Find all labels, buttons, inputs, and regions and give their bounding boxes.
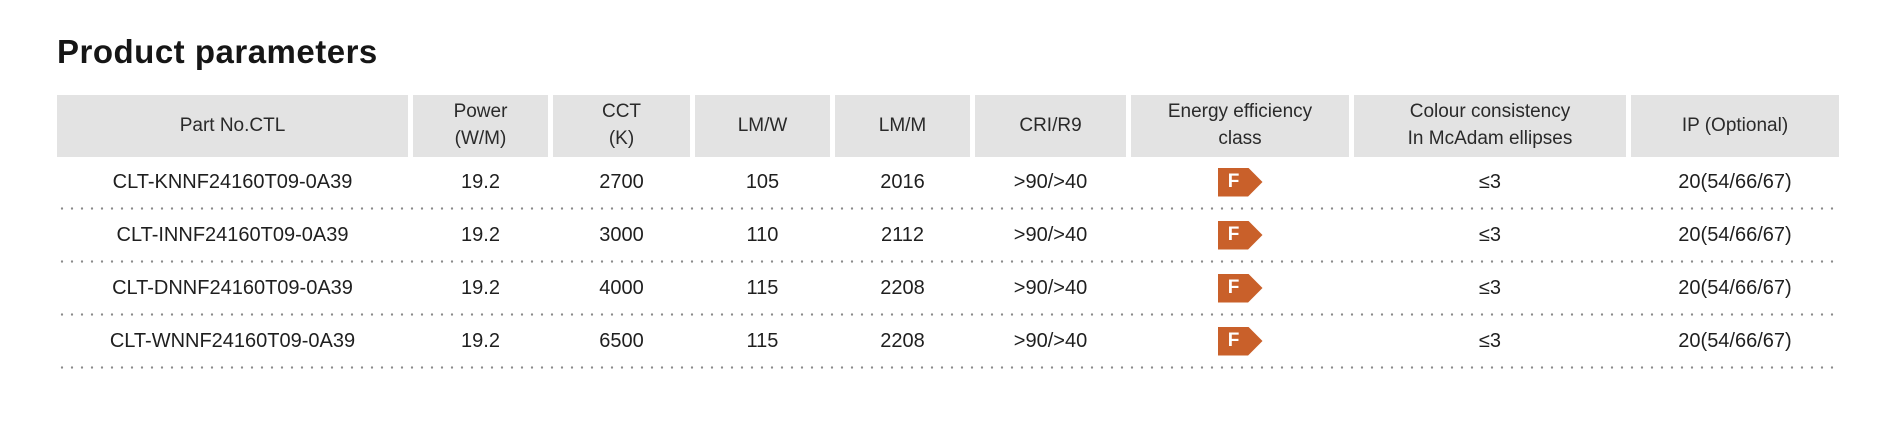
cell-energy-class: F	[1131, 210, 1349, 260]
table-header-row: Part No.CTL Power (W/M) CCT (K) LM/W LM/…	[57, 95, 1839, 157]
column-header-lm-w: LM/W	[695, 95, 830, 157]
cell-ip: 20(54/66/67)	[1678, 276, 1792, 299]
cell-lm-m: 2112	[880, 223, 924, 246]
cell-power: 19.2	[461, 329, 500, 352]
column-header-power: Power (W/M)	[413, 95, 548, 157]
table-row: CLT-INNF24160T09-0A39 19.2 3000 110 2112…	[57, 210, 1839, 260]
cell-lm-w: 115	[746, 329, 779, 352]
column-header-ip: IP (Optional)	[1631, 95, 1839, 157]
row-separator	[57, 260, 1839, 263]
column-header-label: Colour consistency	[1409, 101, 1571, 123]
column-header-energy-class: Energy efficiency class	[1131, 95, 1349, 157]
column-header-label: class	[1218, 128, 1262, 149]
cell-lm-m: 2016	[880, 170, 925, 193]
row-separator	[57, 313, 1839, 316]
cell-energy-class: F	[1131, 316, 1349, 366]
column-header-label: CRI/R9	[1019, 114, 1082, 136]
energy-class-f-badge: F	[1217, 167, 1263, 197]
cell-lm-w: 110	[746, 223, 779, 246]
cell-lm-w: 105	[745, 170, 780, 193]
cell-part-no: CLT-WNNF24160T09-0A39	[109, 329, 356, 352]
column-header-label: Part No.CTL	[179, 114, 286, 136]
cell-part-no: CLT-DNNF24160T09-0A39	[112, 276, 353, 299]
column-header-label: Energy efficiency	[1167, 101, 1313, 123]
cell-ip: 20(54/66/67)	[1678, 223, 1792, 246]
cell-part-no: CLT-KNNF24160T09-0A39	[112, 170, 353, 193]
cell-colour-consistency: ≤3	[1478, 223, 1502, 246]
cell-power: 19.2	[461, 170, 500, 193]
row-separator	[57, 366, 1839, 369]
cell-power: 19.2	[461, 223, 500, 246]
cell-energy-class: F	[1131, 157, 1349, 207]
product-parameters-table: Part No.CTL Power (W/M) CCT (K) LM/W LM/…	[57, 95, 1839, 369]
column-header-cct: CCT (K)	[553, 95, 690, 157]
column-header-label: LM/W	[737, 114, 788, 136]
cell-ip: 20(54/66/67)	[1678, 170, 1792, 193]
energy-class-f-badge: F	[1217, 326, 1263, 356]
table-row: CLT-WNNF24160T09-0A39 19.2 6500 115 2208…	[57, 316, 1839, 366]
page-title: Product parameters	[57, 33, 378, 70]
cell-ip: 20(54/66/67)	[1678, 329, 1792, 352]
table-row: CLT-DNNF24160T09-0A39 19.2 4000 115 2208…	[57, 263, 1839, 313]
cell-lm-w: 115	[746, 276, 779, 299]
column-header-cri-r9: CRI/R9	[975, 95, 1126, 157]
cell-cct: 2700	[599, 170, 644, 193]
cell-cct: 4000	[599, 276, 644, 299]
cell-cri-r9: >90/>40	[1013, 223, 1088, 246]
cell-cri-r9: >90/>40	[1013, 276, 1088, 299]
cell-cri-r9: >90/>40	[1013, 329, 1088, 352]
table-row: CLT-KNNF24160T09-0A39 19.2 2700 105 2016…	[57, 157, 1839, 207]
cell-energy-class: F	[1131, 263, 1349, 313]
cell-power: 19.2	[461, 276, 500, 299]
column-header-part-no: Part No.CTL	[57, 95, 408, 157]
cell-cri-r9: >90/>40	[1013, 170, 1088, 193]
column-header-label: IP (Optional)	[1681, 114, 1789, 136]
cell-lm-m: 2208	[880, 276, 925, 299]
energy-class-f-badge: F	[1217, 220, 1263, 250]
row-separator	[57, 207, 1839, 210]
cell-cct: 3000	[599, 223, 644, 246]
cell-part-no: CLT-INNF24160T09-0A39	[116, 223, 349, 246]
column-header-label: In McAdam ellipses	[1407, 128, 1573, 149]
cell-colour-consistency: ≤3	[1478, 329, 1502, 352]
cell-lm-m: 2208	[880, 329, 925, 352]
cell-cct: 6500	[599, 329, 644, 352]
column-header-label: Power	[453, 101, 508, 123]
column-header-colour-consistency: Colour consistency In McAdam ellipses	[1354, 95, 1626, 157]
column-header-lm-m: LM/M	[835, 95, 970, 157]
cell-colour-consistency: ≤3	[1478, 276, 1502, 299]
column-header-label: (K)	[608, 128, 635, 149]
cell-colour-consistency: ≤3	[1478, 170, 1502, 193]
column-header-label: LM/M	[878, 114, 927, 136]
column-header-label: (W/M)	[454, 128, 507, 149]
energy-class-f-badge: F	[1217, 273, 1263, 303]
column-header-label: CCT	[601, 101, 642, 123]
